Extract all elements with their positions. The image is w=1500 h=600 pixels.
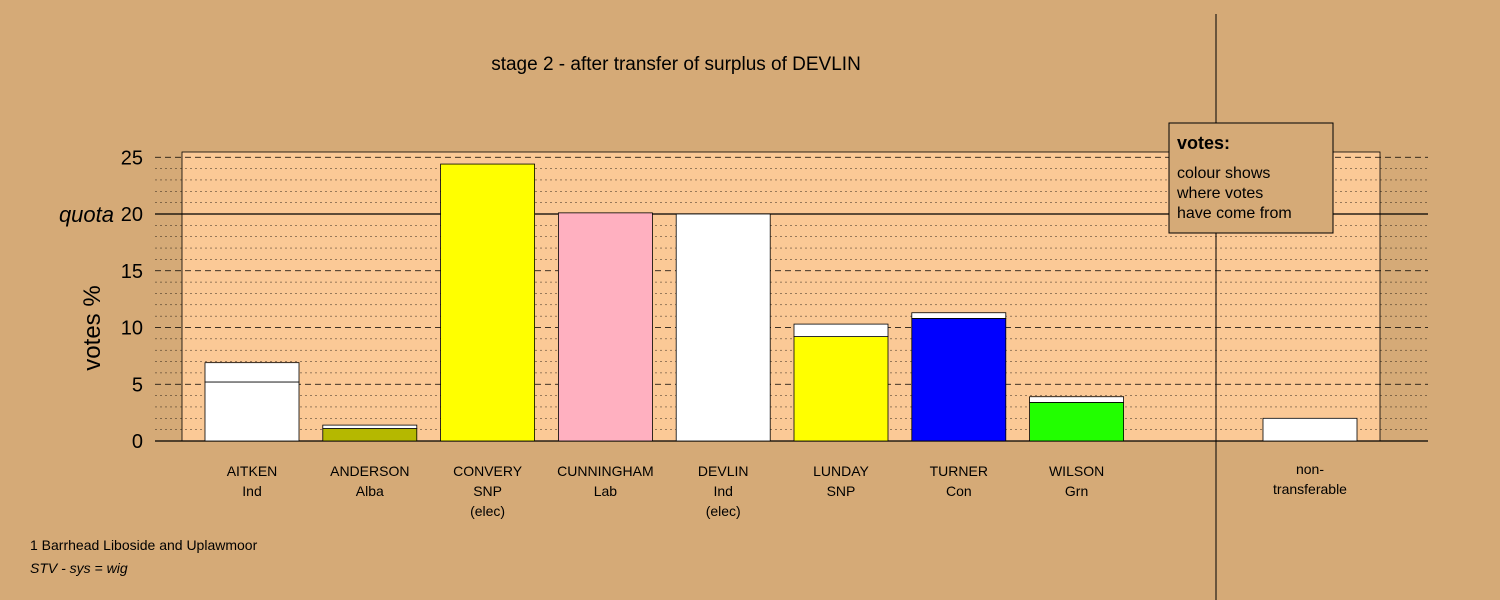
bar-segment xyxy=(1029,396,1124,403)
bar-segment xyxy=(204,362,300,383)
x-tick-label: (elec) xyxy=(706,503,741,519)
x-tick-label: (elec) xyxy=(470,503,505,519)
bar-segment xyxy=(793,323,889,337)
bar-segment xyxy=(322,424,418,429)
bar-segment xyxy=(793,336,889,442)
y-tick-labels: 0 5 10 15 20 25 xyxy=(121,147,143,453)
x-tick-label: TURNER xyxy=(930,463,988,479)
legend-title: votes: xyxy=(1177,133,1230,153)
legend-line-2: where votes xyxy=(1176,185,1263,202)
chart-title: stage 2 - after transfer of surplus of D… xyxy=(491,54,861,75)
x-tick-label: Ind xyxy=(242,483,261,499)
non-transferable-label: transferable xyxy=(1273,481,1347,497)
y-tick-label: 20 xyxy=(121,204,143,226)
x-tick-label: DEVLIN xyxy=(698,463,749,479)
x-tick-label: Ind xyxy=(713,483,732,499)
bar-segment xyxy=(911,312,1007,319)
x-tick-label: SNP xyxy=(473,483,502,499)
x-tick-label: LUNDAY xyxy=(813,463,869,479)
y-tick-label: 5 xyxy=(132,374,143,396)
bar-segment xyxy=(322,428,418,442)
bar-segment xyxy=(911,318,1007,442)
bar-segment xyxy=(440,163,536,442)
y-axis-label: votes % xyxy=(79,285,106,370)
x-category-labels: AITKEN Ind ANDERSON Alba CONVERY SNP (elec) CUN… xyxy=(227,461,1347,519)
x-tick-label: Alba xyxy=(356,483,384,499)
x-tick-label: AITKEN xyxy=(227,463,278,479)
non-transferable-bar xyxy=(1262,417,1358,442)
bar-segment xyxy=(204,381,300,442)
y-tick-label: 25 xyxy=(121,147,143,169)
footer-system: STV - sys = wig xyxy=(30,560,128,576)
quota-label: quota xyxy=(59,202,114,227)
x-tick-label: CUNNINGHAM xyxy=(557,463,653,479)
x-tick-label: CONVERY xyxy=(453,463,523,479)
bar-segment xyxy=(1029,402,1124,442)
legend-box xyxy=(1168,122,1334,234)
bar-segment xyxy=(675,213,771,442)
y-tick-label: 15 xyxy=(121,261,143,283)
bars xyxy=(204,163,1358,442)
x-tick-label: Con xyxy=(946,483,972,499)
legend-line-3: have come from xyxy=(1177,205,1292,222)
legend: votes: colour shows where votes have com… xyxy=(1168,122,1334,234)
x-tick-label: WILSON xyxy=(1049,463,1104,479)
footer-ward: 1 Barrhead Liboside and Uplawmoor xyxy=(30,537,258,553)
x-tick-label: ANDERSON xyxy=(330,463,409,479)
x-tick-label: Lab xyxy=(594,483,618,499)
bar-segment xyxy=(558,212,653,442)
y-tick-label: 0 xyxy=(132,431,143,453)
legend-line-1: colour shows xyxy=(1177,165,1270,182)
y-tick-label: 10 xyxy=(121,318,143,340)
x-tick-label: Grn xyxy=(1065,483,1088,499)
x-tick-label: SNP xyxy=(827,483,856,499)
non-transferable-label: non- xyxy=(1296,461,1324,477)
